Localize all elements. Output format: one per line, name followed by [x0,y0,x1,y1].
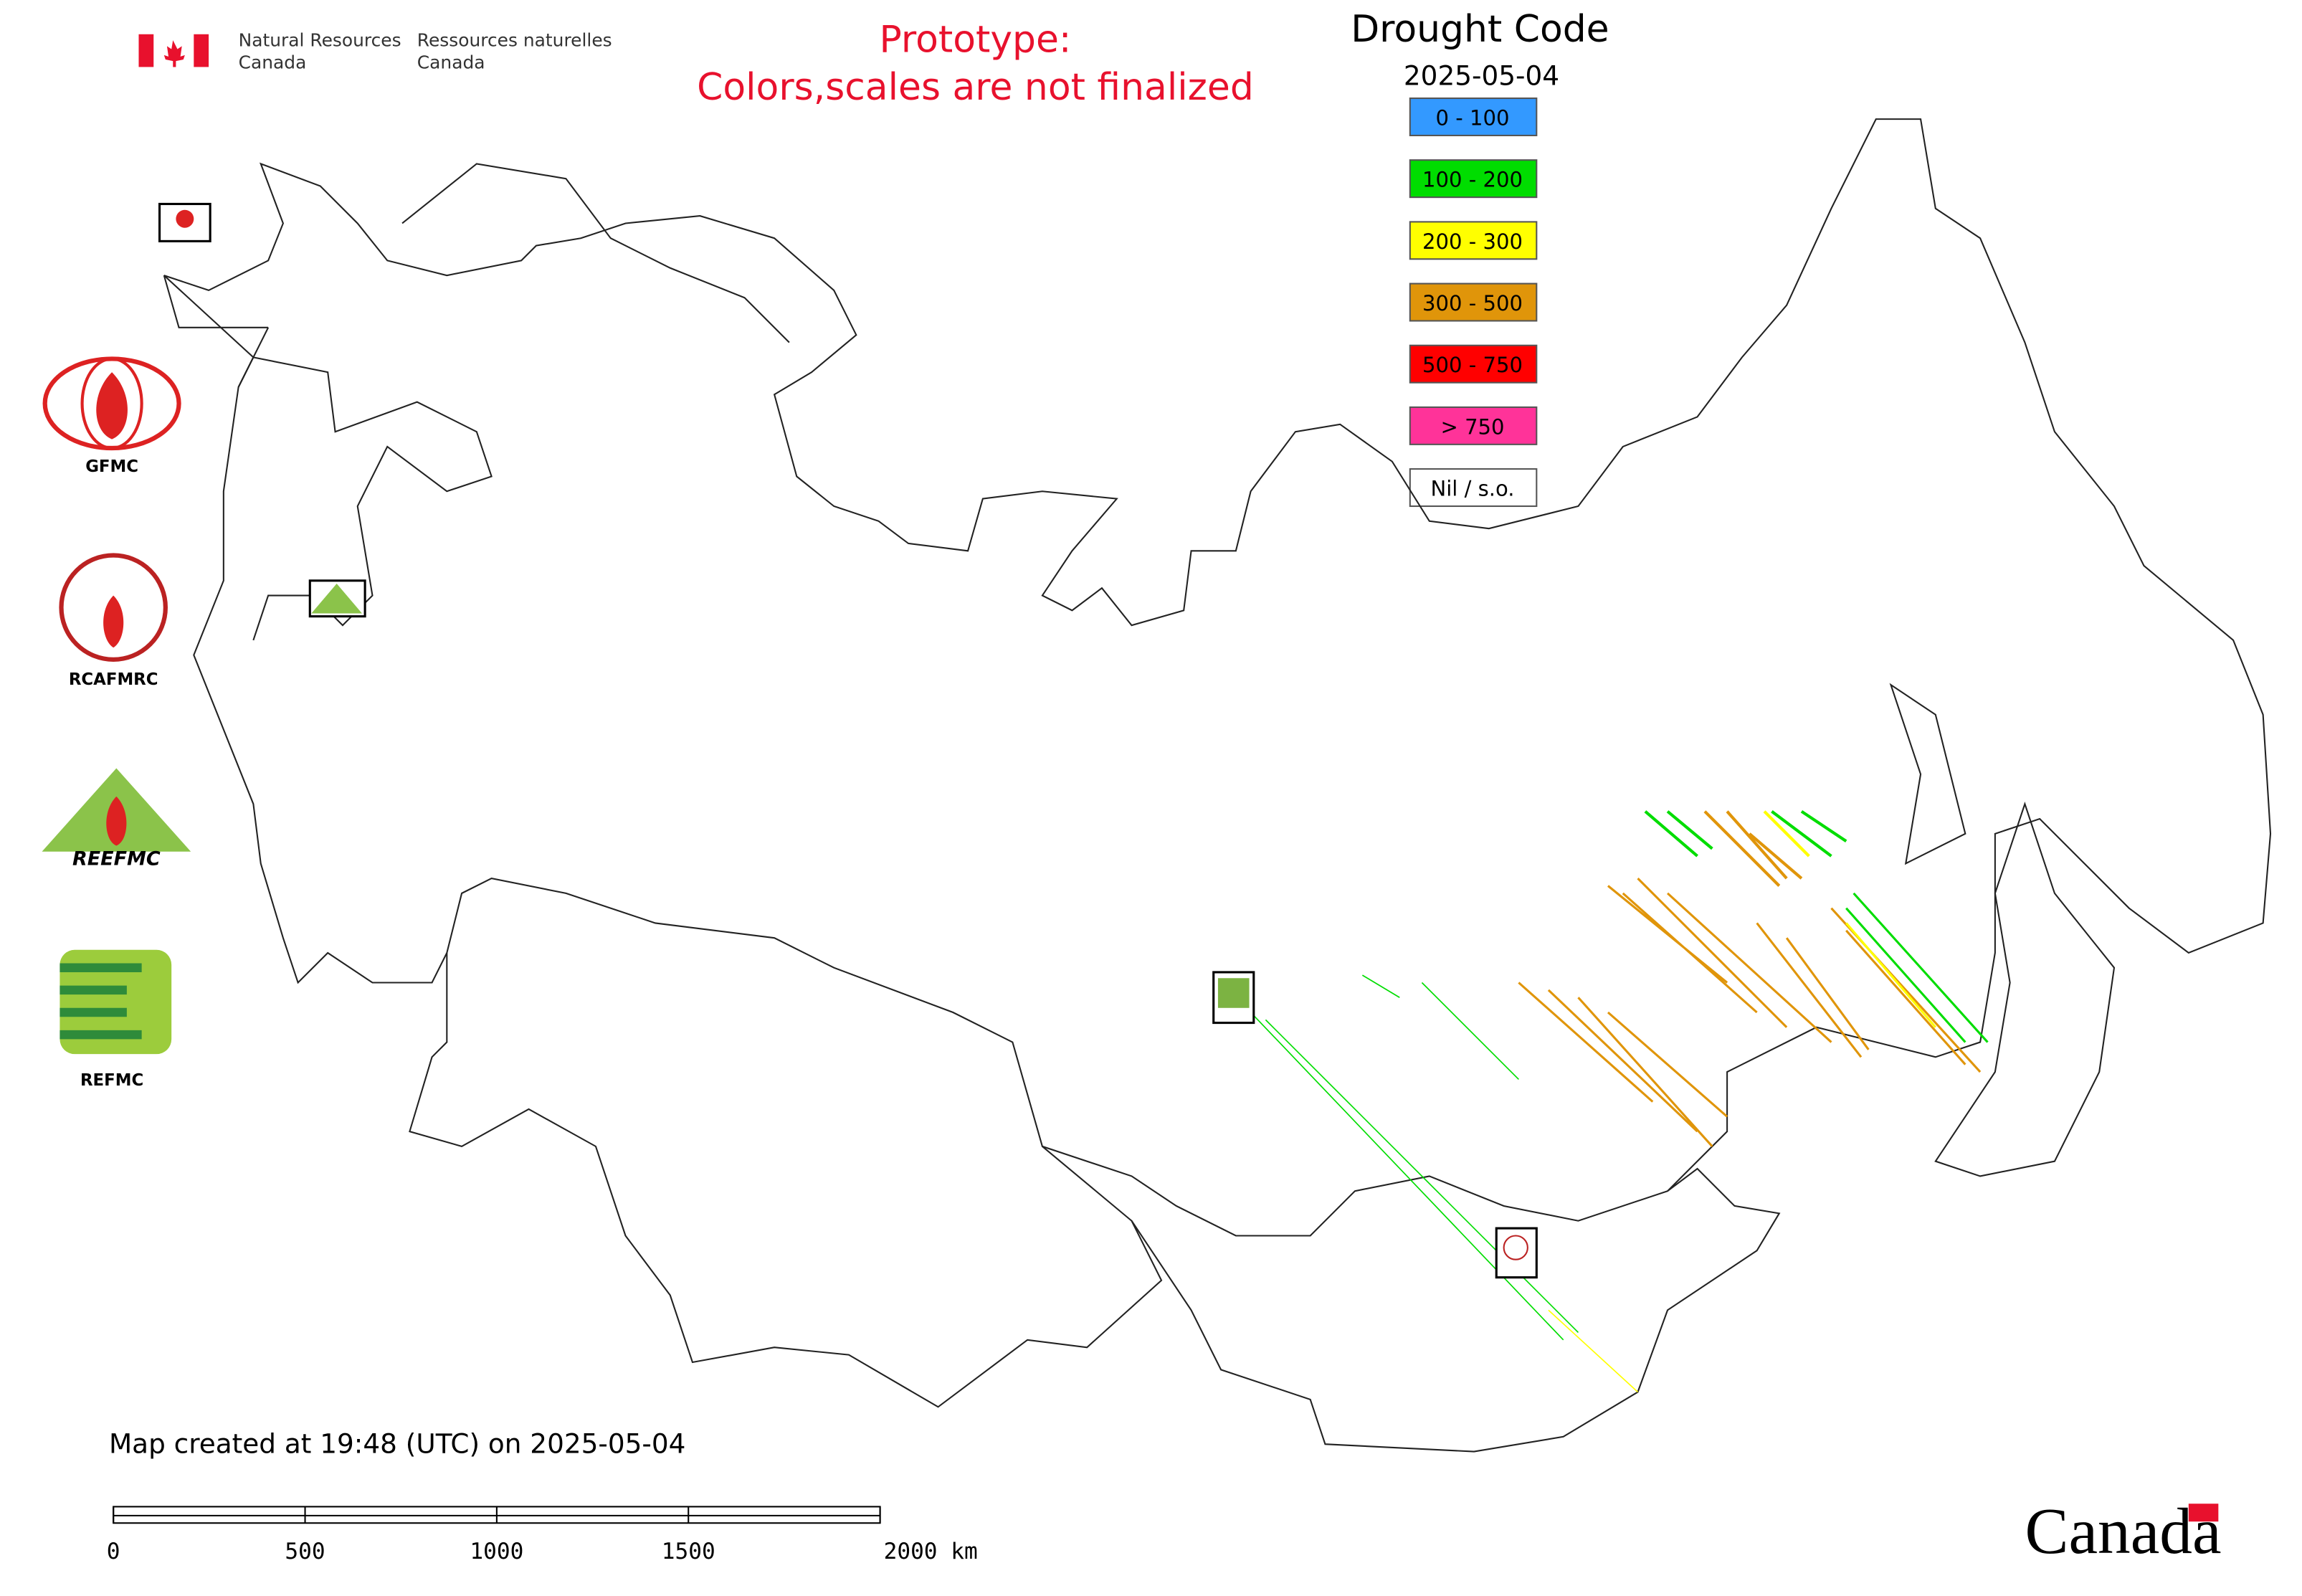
legend-label: 500 - 750 [1422,353,1523,377]
legend-swatch [1409,98,1538,136]
legend-label: 200 - 300 [1422,229,1523,254]
icon [311,583,362,614]
map-icons [158,202,1538,1279]
logo-caption: REFMC [80,1071,143,1090]
legend-swatch [1409,344,1538,384]
legend: 0 - 100 100 - 200 200 - 300 300 - 500 500 - … [1409,98,1538,508]
country-outlines [163,118,2272,1453]
department-fr: Ressources naturelles [417,29,612,50]
notice: Colors,scales are not finalized [697,66,1254,109]
department-en: Natural Resources [239,29,401,50]
legend-swatch [1409,159,1538,199]
legend-label: 100 - 200 [1422,168,1523,192]
legend-label: Nil / s.o. [1430,476,1514,500]
legend-swatch [1409,406,1538,445]
scale-bar: 0 500 1000 1500 2000 km [107,1506,978,1564]
created-note: Map created at 19:48 (UTC) on 2025-05-04 [109,1428,685,1460]
department-fr: Canada [417,52,485,73]
scale-label: 500 [285,1539,325,1564]
scale-label: 1000 [470,1539,523,1564]
scale-label: 2000 km [884,1539,978,1564]
scale-label: 0 [107,1539,120,1564]
legend-title: Drought Code [1351,8,1609,51]
drought-streaks [1250,809,1989,1393]
canada-flag [138,34,209,67]
legend-label: 0 - 100 [1436,105,1510,130]
logo-caption: RCAFMRC [69,670,158,689]
legend-swatch [1409,282,1538,322]
icon [1503,1235,1528,1260]
legend-date: 2025-05-04 [1404,60,1559,91]
notice: Prototype: [880,19,1072,62]
legend-label: > 750 [1440,414,1504,439]
wordmark-flag [2188,1504,2219,1522]
department-en: Canada [239,52,307,73]
legend-swatch [1409,221,1538,260]
logo-caption: GFMC [85,457,138,476]
logos [42,356,191,1055]
logo-caption: REEFMC [72,847,161,870]
icon [1217,978,1250,1008]
scale-label: 1500 [662,1539,715,1564]
legend-label: 300 - 500 [1422,291,1523,315]
icon [176,209,194,228]
legend-swatch [1409,468,1538,508]
